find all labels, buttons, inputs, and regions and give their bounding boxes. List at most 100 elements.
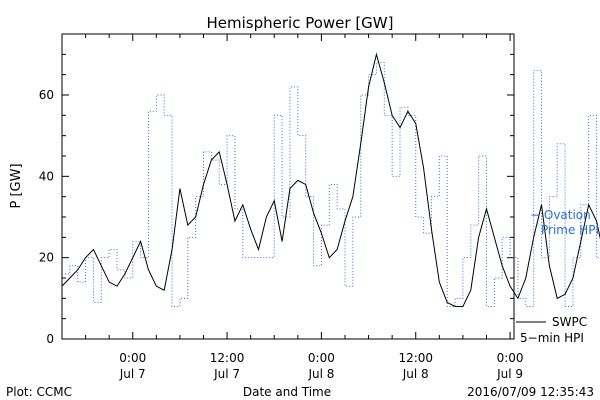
data-point	[352, 216, 353, 217]
data-point	[258, 257, 259, 258]
data-point	[148, 269, 149, 270]
data-point	[234, 220, 235, 221]
data-point	[313, 265, 314, 266]
data-point	[541, 257, 542, 258]
data-point	[525, 277, 526, 278]
plot-frame	[61, 33, 515, 340]
data-point	[242, 257, 243, 258]
data-point	[69, 277, 70, 278]
footer-left: Plot: CCMC	[6, 385, 72, 399]
data-point	[282, 241, 283, 242]
data-point	[431, 229, 432, 230]
data-point	[77, 281, 78, 282]
data-point	[171, 249, 172, 250]
data-point	[557, 143, 558, 144]
x-tick-label-date: Jul 7	[213, 367, 240, 381]
data-point	[226, 135, 227, 136]
data-point	[195, 216, 196, 217]
data-point	[274, 115, 275, 116]
data-point	[156, 94, 157, 95]
data-point	[478, 155, 479, 156]
data-point	[572, 257, 573, 258]
y-axis-label: P [GW]	[9, 163, 24, 208]
data-point	[203, 184, 204, 185]
data-point	[392, 115, 393, 116]
data-point	[140, 241, 141, 242]
data-point	[407, 115, 408, 116]
data-point	[376, 54, 377, 55]
data-point	[376, 62, 377, 63]
data-point	[352, 196, 353, 197]
data-point	[132, 241, 133, 242]
data-point	[588, 115, 589, 116]
data-point	[533, 70, 534, 71]
x-tick-label-date: Jul 8	[307, 367, 334, 381]
data-point	[305, 184, 306, 185]
data-point	[234, 208, 235, 209]
series-label-swpc-2: 5−min HPI	[520, 331, 584, 345]
data-point	[470, 225, 471, 226]
data-point	[93, 302, 94, 303]
data-point	[415, 216, 416, 217]
data-point	[329, 257, 330, 258]
data-point	[321, 225, 322, 226]
data-point	[266, 216, 267, 217]
x-tick-label-date: Jul 7	[119, 367, 146, 381]
data-point	[337, 249, 338, 250]
x-tick-label-time: 12:00	[210, 351, 245, 365]
data-point	[454, 306, 455, 307]
x-axis-label: Date and Time	[243, 385, 331, 399]
data-point	[250, 229, 251, 230]
data-point	[454, 298, 455, 299]
data-point	[266, 257, 267, 258]
x-tick-label-time: 12:00	[398, 351, 433, 365]
data-point	[109, 249, 110, 250]
series-swpc	[61, 52, 600, 307]
data-point	[596, 257, 597, 258]
data-point	[447, 302, 448, 303]
data-point	[69, 265, 70, 266]
data-point	[156, 286, 157, 287]
data-point	[337, 208, 338, 209]
data-point	[517, 298, 518, 299]
data-point	[219, 184, 220, 185]
data-point	[360, 94, 361, 95]
data-point	[250, 257, 251, 258]
series-label-ovation-2: Prime HPI	[541, 223, 599, 237]
x-tick-label-time: 0:00	[308, 351, 335, 365]
y-axis-ticks: 0 20 40 60	[39, 33, 514, 346]
data-point	[321, 233, 322, 234]
series-label-swpc: SWPC	[552, 315, 587, 329]
data-point	[274, 200, 275, 201]
footer-timestamp: 2016/07/09 12:35:43	[467, 385, 594, 399]
x-tick-label-time: 0:00	[497, 351, 524, 365]
data-point	[580, 241, 581, 242]
data-point	[101, 265, 102, 266]
data-point	[399, 127, 400, 128]
data-point	[541, 204, 542, 205]
data-point	[423, 233, 424, 234]
series-line	[61, 52, 600, 307]
data-point	[580, 204, 581, 205]
data-point	[187, 237, 188, 238]
data-point	[329, 184, 330, 185]
data-point	[462, 257, 463, 258]
data-point	[124, 273, 125, 274]
y-tick-label: 60	[39, 88, 54, 102]
data-point	[171, 306, 172, 307]
data-point	[164, 115, 165, 116]
data-point	[549, 265, 550, 266]
data-point	[116, 286, 117, 287]
x-axis-ticks: 0:00 Jul 7 12:00 Jul 7 0:00 Jul 8 12:00 Jul 8 0:…	[61, 34, 524, 381]
data-point	[564, 306, 565, 307]
data-point	[588, 204, 589, 205]
data-point	[140, 257, 141, 258]
data-point	[502, 237, 503, 238]
data-point	[101, 257, 102, 258]
data-point	[305, 196, 306, 197]
data-point	[509, 286, 510, 287]
data-point	[187, 225, 188, 226]
data-point	[384, 82, 385, 83]
data-point	[297, 180, 298, 181]
y-tick-label: 40	[39, 169, 54, 183]
